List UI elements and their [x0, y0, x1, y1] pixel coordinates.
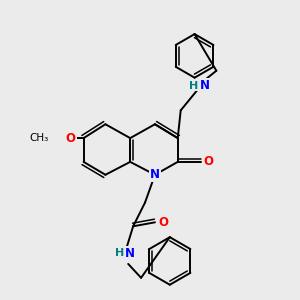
Text: O: O — [203, 155, 214, 168]
Text: N: N — [150, 168, 160, 181]
Text: O: O — [158, 216, 168, 229]
Text: N: N — [200, 79, 209, 92]
Text: H: H — [189, 81, 198, 91]
Text: N: N — [125, 247, 135, 260]
Text: O: O — [66, 132, 76, 145]
Text: H: H — [115, 248, 124, 258]
Text: CH₃: CH₃ — [30, 133, 49, 143]
